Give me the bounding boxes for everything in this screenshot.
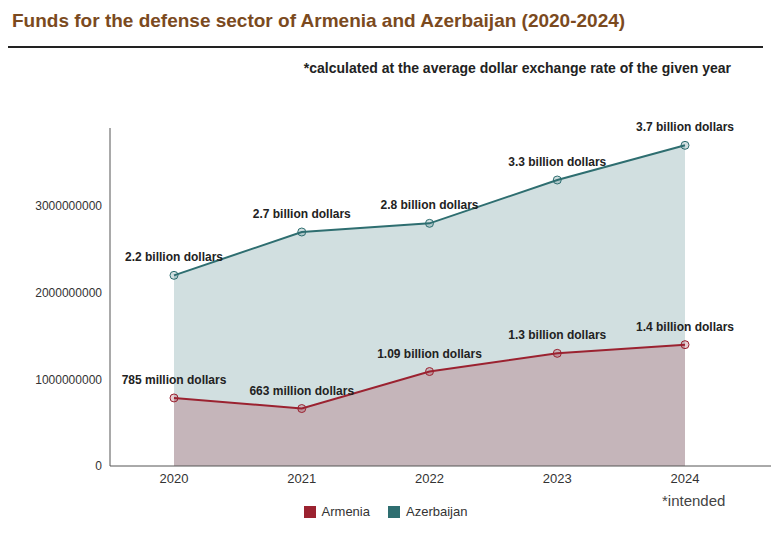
svg-text:2.7 billion dollars: 2.7 billion dollars	[253, 207, 351, 221]
svg-text:1000000000: 1000000000	[35, 373, 102, 387]
svg-text:2.2 billion dollars: 2.2 billion dollars	[125, 250, 223, 264]
svg-text:2023: 2023	[543, 471, 572, 486]
svg-text:2.8 billion dollars: 2.8 billion dollars	[380, 198, 478, 212]
html-text:*intended: *intended	[662, 492, 726, 509]
svg-text:3000000000: 3000000000	[35, 199, 102, 213]
svg-text:663 million dollars: 663 million dollars	[249, 384, 354, 398]
svg-text:785 million dollars: 785 million dollars	[122, 373, 227, 387]
svg-text:3.3 billion dollars: 3.3 billion dollars	[508, 155, 606, 169]
html-text:Azerbaijan: Azerbaijan	[406, 504, 468, 519]
svg-text:2022: 2022	[415, 471, 444, 486]
svg-text:0: 0	[95, 459, 102, 473]
svg-text:2024: 2024	[671, 471, 700, 486]
svg-text:2020: 2020	[160, 471, 189, 486]
svg-text:1.09 billion dollars: 1.09 billion dollars	[377, 347, 482, 361]
svg-text:1.4 billion dollars: 1.4 billion dollars	[636, 320, 734, 334]
html-text:*calculated at the average dol: *calculated at the average dollar exchan…	[303, 60, 731, 76]
html-text:Armenia: Armenia	[321, 504, 370, 519]
svg-text:1.3 billion dollars: 1.3 billion dollars	[508, 328, 606, 342]
svg-text:2021: 2021	[287, 471, 316, 486]
html-text:Funds for the defense sector o: Funds for the defense sector of Armenia …	[12, 10, 626, 31]
svg-text:3.7 billion dollars: 3.7 billion dollars	[636, 120, 734, 134]
svg-text:2000000000: 2000000000	[35, 286, 102, 300]
